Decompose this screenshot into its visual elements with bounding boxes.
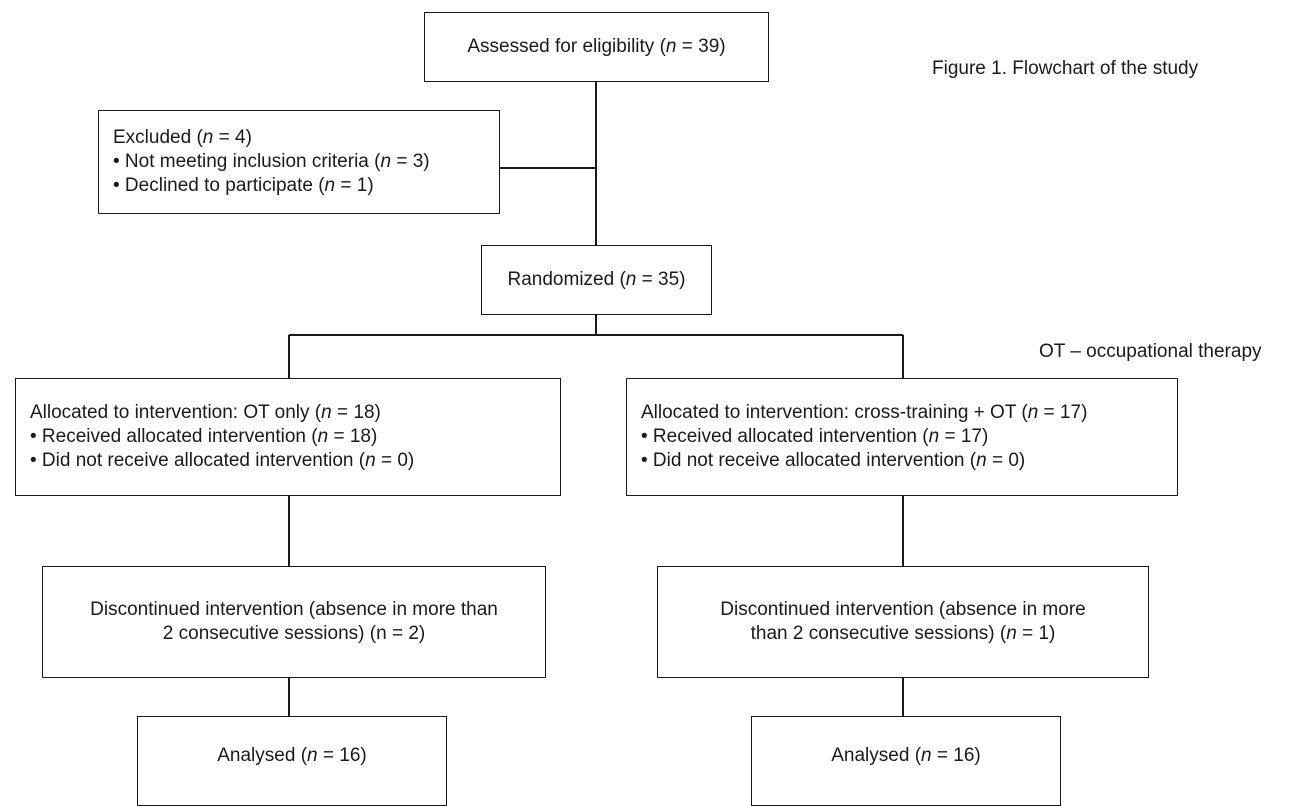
node-analysed-ct: Analysed (n = 16) xyxy=(751,716,1061,806)
alloc-ct-line-1: Allocated to intervention: cross-trainin… xyxy=(641,402,1088,423)
connector-lines xyxy=(288,82,904,716)
node-alloc-ct: Allocated to intervention: cross-trainin… xyxy=(626,378,1178,496)
alloc-ct-line-2: • Received allocated intervention (n = 1… xyxy=(641,426,989,447)
disc-ct-line-2: than 2 consecutive sessions) (n = 1) xyxy=(750,623,1056,644)
node-disc-ot: Discontinued intervention (absence in mo… xyxy=(42,566,546,678)
disc-ot-line-2: 2 consecutive sessions) (n = 2) xyxy=(162,623,426,644)
alloc-ot-line-1: Allocated to intervention: OT only (n = … xyxy=(30,402,381,423)
node-disc-ct: Discontinued intervention (absence in mo… xyxy=(657,566,1149,678)
flowchart: Assessed for eligibility (n = 39) Exclud… xyxy=(15,12,1262,806)
node-excluded: Excluded (n = 4) • Not meeting inclusion … xyxy=(98,110,500,214)
disc-ct-line-1: Discontinued intervention (absence in mo… xyxy=(720,599,1086,620)
alloc-ot-line-2: • Received allocated intervention (n = 1… xyxy=(30,426,378,447)
abbreviation-note: OT – occupational therapy xyxy=(1039,341,1262,362)
node-analysed-ot: Analysed (n = 16) xyxy=(137,716,447,806)
node-randomized: Randomized (n = 35) xyxy=(481,245,712,315)
excluded-line-3: • Declined to participate (n = 1) xyxy=(113,175,374,196)
alloc-ot-line-3: • Did not receive allocated intervention… xyxy=(30,450,415,471)
excluded-line-2: • Not meeting inclusion criteria (n = 3) xyxy=(113,151,430,172)
node-assessed: Assessed for eligibility (n = 39) xyxy=(424,12,769,82)
assessed-line-1: Assessed for eligibility (n = 39) xyxy=(467,36,726,57)
alloc-ct-line-3: • Did not receive allocated intervention… xyxy=(641,450,1026,471)
analysed-ct-line-1: Analysed (n = 16) xyxy=(831,745,981,766)
excluded-line-1: Excluded (n = 4) xyxy=(113,127,252,148)
node-alloc-ot: Allocated to intervention: OT only (n = … xyxy=(15,378,561,496)
disc-ot-line-1: Discontinued intervention (absence in mo… xyxy=(90,599,498,620)
figure-caption: Figure 1. Flowchart of the study xyxy=(932,58,1199,79)
analysed-ot-line-1: Analysed (n = 16) xyxy=(217,745,367,766)
randomized-line-1: Randomized (n = 35) xyxy=(507,269,686,290)
